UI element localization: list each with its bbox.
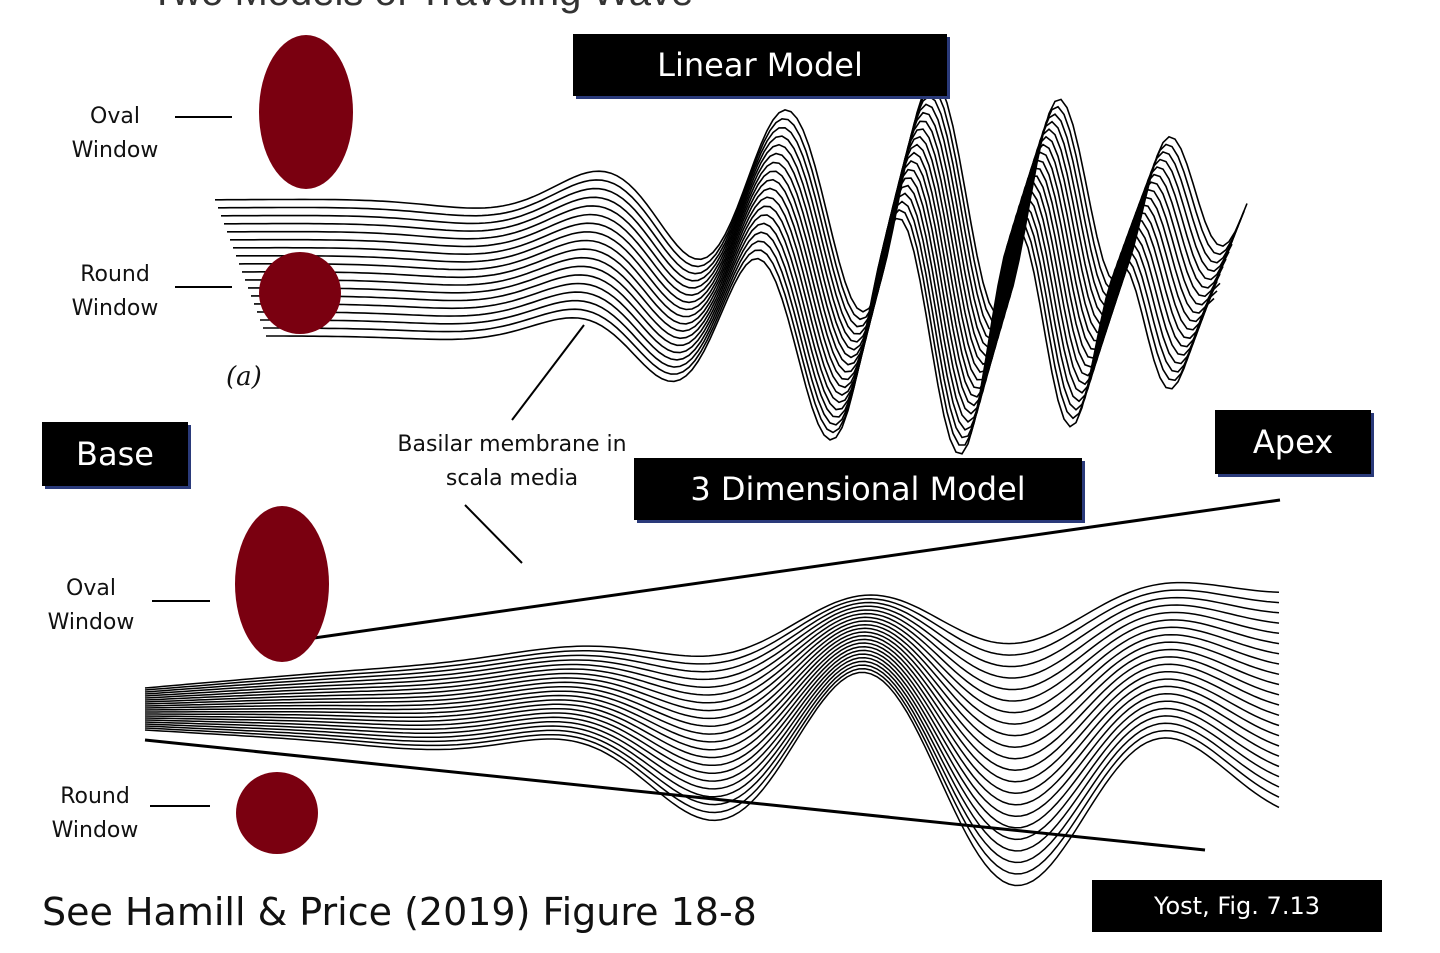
3d-wave-line [144, 645, 1280, 806]
basilar-arrow-down [464, 504, 523, 564]
round-window-label-bottom: Round Window [51, 784, 139, 843]
round-window-top [259, 252, 341, 334]
citation: See Hamill & Price (2019) Figure 18-8 [42, 890, 757, 934]
linear-wave-line [248, 168, 1227, 407]
linear-wave-line [260, 200, 1221, 439]
linear-wave-line [238, 143, 1230, 381]
3d-wave-line [144, 604, 1280, 695]
3d-edge-line [299, 498, 1281, 642]
linear-wave-line [254, 184, 1221, 423]
3d-model-label: 3 Dimensional Model [634, 458, 1082, 520]
3d-wave-line [144, 609, 1280, 697]
3d-wave-line [145, 638, 1280, 783]
oval-window-label-bottom: Oval Window [47, 576, 135, 635]
slide-title: Two Models of Traveling Wave [150, 0, 693, 15]
linear-wave-line [227, 111, 1242, 350]
3d-wave-line [144, 656, 1280, 841]
basilar-membrane-label: Basilar membrane in scala media [397, 432, 627, 491]
3d-wave-line [144, 634, 1280, 771]
linear-wave-line [230, 120, 1239, 358]
3d-wave-line [144, 649, 1280, 818]
linear-wave-line [256, 192, 1218, 431]
3d-wave-line [144, 660, 1280, 852]
3d-wave-line [144, 671, 1280, 887]
3d-wave-line [144, 623, 1280, 737]
3d-wave-line [144, 581, 1280, 689]
3d-wave-line [145, 642, 1280, 795]
basilar-arrow-up [511, 324, 585, 421]
base-label: Base [42, 422, 188, 486]
3d-wave-line [144, 631, 1280, 760]
oval-window-label-top: Oval Window [71, 104, 159, 163]
3d-wave-line [144, 627, 1280, 748]
linear-wave-line [218, 87, 1245, 324]
3d-wave-line [144, 612, 1280, 702]
oval-window-bottom [235, 506, 329, 662]
linear-wave-line [263, 208, 1218, 446]
3d-wave-line [144, 616, 1280, 714]
linear-wave-line [266, 217, 1215, 455]
linear-wave-line [251, 177, 1224, 415]
3d-wave-line [144, 668, 1280, 875]
3d-wave-line [144, 596, 1280, 693]
round-window-label-top: Round Window [71, 262, 159, 321]
panel-a-label: (a) [226, 362, 262, 392]
linear-wave-line [221, 95, 1242, 333]
linear-wave-line [233, 128, 1236, 366]
3d-wave-line [144, 664, 1280, 864]
3d-wave-line [144, 589, 1280, 691]
source-label: Yost, Fig. 7.13 [1092, 880, 1382, 932]
linear-model-label: Linear Model [573, 34, 947, 96]
linear-wave-line [236, 135, 1233, 374]
oval-window-top [259, 35, 353, 189]
apex-label: Apex [1215, 410, 1371, 474]
3d-wave-line [144, 620, 1280, 725]
3d-edge-line [144, 738, 1206, 852]
linear-wave-line [224, 103, 1245, 341]
3d-wave-line [144, 653, 1280, 829]
linear-wave-line [215, 79, 1248, 316]
round-window-bottom [236, 772, 318, 854]
linear-wave-line [242, 151, 1233, 390]
linear-wave-line [245, 160, 1230, 398]
